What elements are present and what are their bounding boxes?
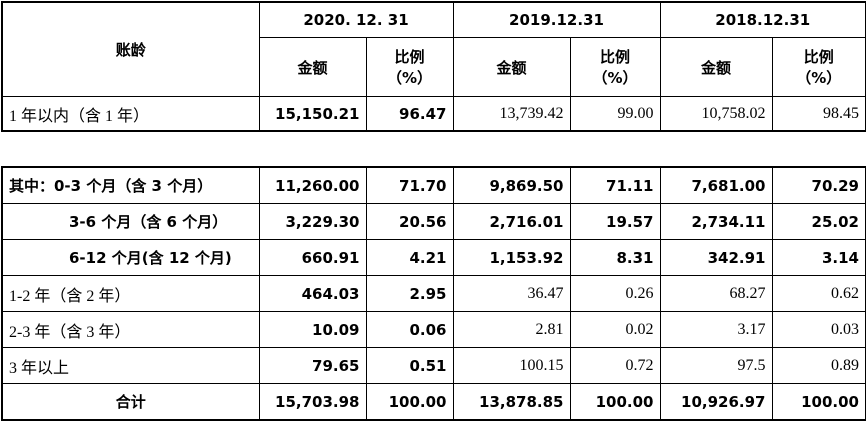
data-row: 1-2 年（含 2 年） 464.03 2.95 36.47 0.26 68.27 0.62 xyxy=(1,275,866,312)
cell-value: 36.47 xyxy=(452,275,571,312)
cell-value: 100.00 xyxy=(365,383,454,421)
cell-value: 97.5 xyxy=(659,347,773,384)
cell-value: 96.47 xyxy=(365,96,454,132)
column-header: 比例 （%） xyxy=(365,37,454,97)
column-header: 比例 （%） xyxy=(771,37,866,97)
cell-value: 68.27 xyxy=(659,275,773,312)
cell-value: 15,150.21 xyxy=(258,96,367,132)
cell-value: 2,716.01 xyxy=(452,203,571,240)
row-header: 账龄 xyxy=(1,1,260,97)
data-row: 合计 15,703.98 100.00 13,878.85 100.00 10,926.9… xyxy=(1,383,866,421)
cell-value: 3.17 xyxy=(659,311,773,348)
data-row: 3-6 个月（含 6 个月） 3,229.30 20.56 2,716.01 19.57… xyxy=(1,203,866,240)
cell-value: 70.29 xyxy=(771,166,866,204)
row-label: 3-6 个月（含 6 个月） xyxy=(1,203,260,240)
row-label: 合计 xyxy=(1,383,260,421)
cell-value: 10.09 xyxy=(258,311,367,348)
data-row: 其中：0-3 个月（含 3 个月） 11,260.00 71.70 9,869.50 7… xyxy=(1,166,866,204)
cell-value: 100.15 xyxy=(452,347,571,384)
cell-value: 2.95 xyxy=(365,275,454,312)
cell-value: 15,703.98 xyxy=(258,383,367,421)
cell-value: 0.51 xyxy=(365,347,454,384)
cell-value: 13,878.85 xyxy=(452,383,571,421)
cell-value: 660.91 xyxy=(258,239,367,276)
cell-value: 100.00 xyxy=(569,383,661,421)
cell-value: 0.06 xyxy=(365,311,454,348)
cell-value: 10,926.97 xyxy=(659,383,773,421)
row-label: 6-12 个月(含 12 个月) xyxy=(1,239,260,276)
cell-value: 3,229.30 xyxy=(258,203,367,240)
column-header: 金额 xyxy=(659,37,773,97)
row-label: 1-2 年（含 2 年） xyxy=(1,275,260,312)
cell-value: 2.81 xyxy=(452,311,571,348)
cell-value: 342.91 xyxy=(659,239,773,276)
cell-value: 99.00 xyxy=(569,96,661,132)
cell-value: 0.72 xyxy=(569,347,661,384)
header-row: 账龄 2020. 12. 31 2019.12.31 2018.12.31 xyxy=(1,1,866,97)
cell-value: 71.70 xyxy=(365,166,454,204)
data-row: 3 年以上 79.65 0.51 100.15 0.72 97.5 0.89 xyxy=(1,347,866,384)
cell-value: 8.31 xyxy=(569,239,661,276)
cell-value: 0.89 xyxy=(771,347,866,384)
cell-value: 11,260.00 xyxy=(258,166,367,204)
cell-value: 0.03 xyxy=(771,311,866,348)
data-row: 6-12 个月(含 12 个月) 660.91 4.21 1,153.92 8.31 34… xyxy=(1,239,866,276)
cell-value: 100.00 xyxy=(771,383,866,421)
column-header: 金额 xyxy=(258,37,367,97)
cell-value: 2,734.11 xyxy=(659,203,773,240)
cell-value: 19.57 xyxy=(569,203,661,240)
cell-value: 13,739.42 xyxy=(452,96,571,132)
cell-value: 1,153.92 xyxy=(452,239,571,276)
data-row: 1 年以内（含 1 年） 15,150.21 96.47 13,739.42 99.00… xyxy=(1,96,866,132)
cell-value: 79.65 xyxy=(258,347,367,384)
aging-table-summary: 账龄 2020. 12. 31 2019.12.31 2018.12.31 金额 比例 （… xyxy=(1,1,866,132)
cell-value: 71.11 xyxy=(569,166,661,204)
row-label: 其中：0-3 个月（含 3 个月） xyxy=(1,166,260,204)
cell-value: 25.02 xyxy=(771,203,866,240)
cell-value: 0.26 xyxy=(569,275,661,312)
subheader-row: 金额 比例 （%） 金额 比例 （%） 金额 比例 （%） xyxy=(2,37,866,97)
cell-value: 98.45 xyxy=(771,96,866,132)
cell-value: 4.21 xyxy=(365,239,454,276)
data-row: 2-3 年（含 3 年） 10.09 0.06 2.81 0.02 3.17 0.03 xyxy=(1,311,866,348)
cell-value: 9,869.50 xyxy=(452,166,571,204)
row-label: 1 年以内（含 1 年） xyxy=(1,96,260,132)
cell-value: 10,758.02 xyxy=(659,96,773,132)
cell-value: 7,681.00 xyxy=(659,166,773,204)
cell-value: 0.62 xyxy=(771,275,866,312)
period-header: 2020. 12. 31 xyxy=(258,1,454,38)
row-label: 2-3 年（含 3 年） xyxy=(1,311,260,348)
row-label: 3 年以上 xyxy=(1,347,260,384)
cell-value: 0.02 xyxy=(569,311,661,348)
cell-value: 464.03 xyxy=(258,275,367,312)
column-header: 金额 xyxy=(452,37,571,97)
period-header: 2019.12.31 xyxy=(452,1,661,38)
aging-table-detail: 其中：0-3 个月（含 3 个月） 11,260.00 71.70 9,869.50 7… xyxy=(1,166,866,421)
cell-value: 20.56 xyxy=(365,203,454,240)
period-header: 2018.12.31 xyxy=(659,1,866,38)
cell-value: 3.14 xyxy=(771,239,866,276)
column-header: 比例 （%） xyxy=(569,37,661,97)
